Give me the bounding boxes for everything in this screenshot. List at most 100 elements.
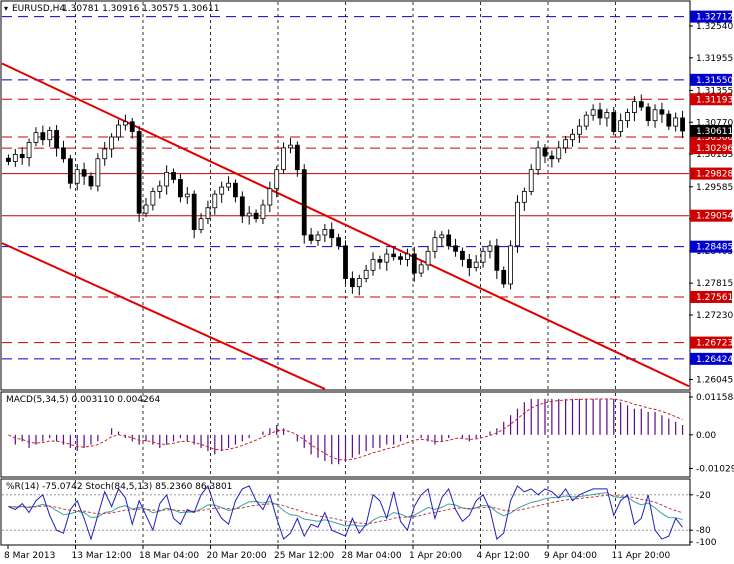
price-level-badge-text: 1.26424: [696, 355, 733, 365]
candle-body: [54, 130, 59, 149]
price-level-badge: [690, 10, 732, 23]
price-tick-label: 1.26045: [696, 375, 733, 385]
price-level-badge: [690, 167, 732, 180]
candle-body: [398, 256, 403, 260]
candle-body: [659, 109, 665, 115]
candle-body: [611, 112, 617, 132]
candle-body: [246, 212, 252, 217]
candle-body: [349, 278, 355, 288]
symbol-label: EURUSD,H4: [12, 4, 65, 14]
candle-body: [239, 196, 245, 217]
time-tick-label: 20 Mar 20:00: [207, 551, 267, 561]
price-level-badge: [690, 209, 732, 222]
wpr-stoch-label: %R(14) -75.0742 Stoch(84,5,13) 85.2360 8…: [6, 482, 232, 492]
price-tick-label: 1.29585: [696, 183, 733, 193]
candle-body: [184, 193, 190, 198]
candle-body: [122, 121, 128, 126]
oscillator-tick-label: -80: [696, 526, 711, 536]
price-level-lines: [2, 16, 689, 360]
price-level-badge-text: 1.26723: [696, 339, 733, 349]
price-level-badge-text: 1.29054: [696, 212, 733, 222]
candle-body: [549, 155, 555, 160]
candle-body: [576, 125, 582, 135]
time-tick-label: 25 Mar 12:00: [274, 551, 334, 561]
time-tick-label: 1 Apr 20:00: [409, 551, 462, 561]
candle-body: [336, 237, 342, 247]
candle-body: [570, 133, 575, 141]
candle-body: [521, 191, 527, 203]
candle-body: [308, 234, 314, 241]
price-level-badge-text: 1.32712: [696, 13, 733, 23]
candle-body: [432, 237, 438, 252]
candle-body: [274, 169, 280, 190]
candle-body: [652, 109, 658, 122]
trendline: [1, 242, 326, 390]
candle-body: [680, 117, 685, 132]
price-level-badge-text: 1.30500: [696, 133, 733, 143]
candle-body: [597, 109, 603, 119]
candle-body: [583, 114, 589, 127]
price-tick-label: 1.31355: [696, 86, 733, 96]
candle-body: [535, 147, 541, 171]
price-level-badge-text: 1.29828: [696, 170, 733, 180]
candle-body: [411, 253, 417, 274]
price-tick-label: 1.31955: [696, 54, 733, 64]
candle-body: [632, 101, 637, 113]
time-tick-label: 9 Apr 04:00: [544, 551, 597, 561]
candle-body: [178, 179, 183, 198]
price-level-badge-text: 1.30611: [696, 127, 733, 137]
candle-body: [281, 147, 286, 171]
candle-body: [233, 182, 238, 198]
candle-body: [405, 253, 410, 260]
candle-body: [219, 186, 225, 195]
macd-indicator: 0.011584 0.00 -0.010298: [8, 393, 734, 474]
candle-body: [370, 259, 376, 271]
candle-body: [673, 117, 679, 127]
candle-body: [301, 169, 307, 236]
trendlines: [1, 62, 690, 390]
candle-body: [391, 253, 397, 258]
oscillator-tick-label: -100: [696, 538, 717, 548]
candle-body: [198, 218, 204, 230]
candle-body: [480, 250, 486, 263]
price-level-badge: [690, 142, 732, 155]
candle-body: [590, 109, 596, 116]
candle-body: [515, 201, 520, 247]
price-level-badge: [690, 336, 732, 349]
candle-body: [260, 204, 266, 220]
price-level-badge: [690, 93, 732, 106]
candle-body: [40, 132, 46, 141]
candle-body: [164, 171, 170, 187]
candle-body: [33, 132, 39, 143]
candle-body: [666, 113, 672, 127]
candle-body: [645, 106, 651, 122]
ohlc-label: 1.30781 1.30916 1.30575 1.30611: [62, 4, 219, 14]
candle-body: [453, 245, 458, 252]
candle-body: [67, 158, 73, 184]
candle-body: [542, 147, 548, 157]
oscillator-tick-label: -20: [696, 491, 711, 501]
macd-label: MACD(5,34,5) 0.003110 0.004264: [6, 395, 161, 405]
price-level-badge: [690, 290, 732, 303]
candle-body: [157, 185, 163, 192]
macd-tick-label: 0.00: [696, 431, 716, 441]
price-level-badge: [690, 352, 732, 365]
candle-body: [501, 269, 507, 285]
candlesticks: [6, 94, 685, 296]
candle-body: [288, 144, 293, 149]
candle-body: [322, 229, 328, 236]
candle-body: [143, 204, 149, 214]
candle-body: [329, 229, 335, 239]
candle-body: [95, 158, 101, 187]
candle-body: [460, 250, 465, 260]
candle-body: [556, 147, 562, 160]
main-price-panel[interactable]: [0, 0, 691, 391]
candle-body: [116, 124, 121, 138]
candle-body: [446, 234, 452, 247]
price-level-badge-text: 1.27561: [696, 293, 733, 303]
candle-body: [74, 169, 80, 184]
candle-body: [88, 175, 94, 187]
candle-body: [487, 245, 493, 252]
